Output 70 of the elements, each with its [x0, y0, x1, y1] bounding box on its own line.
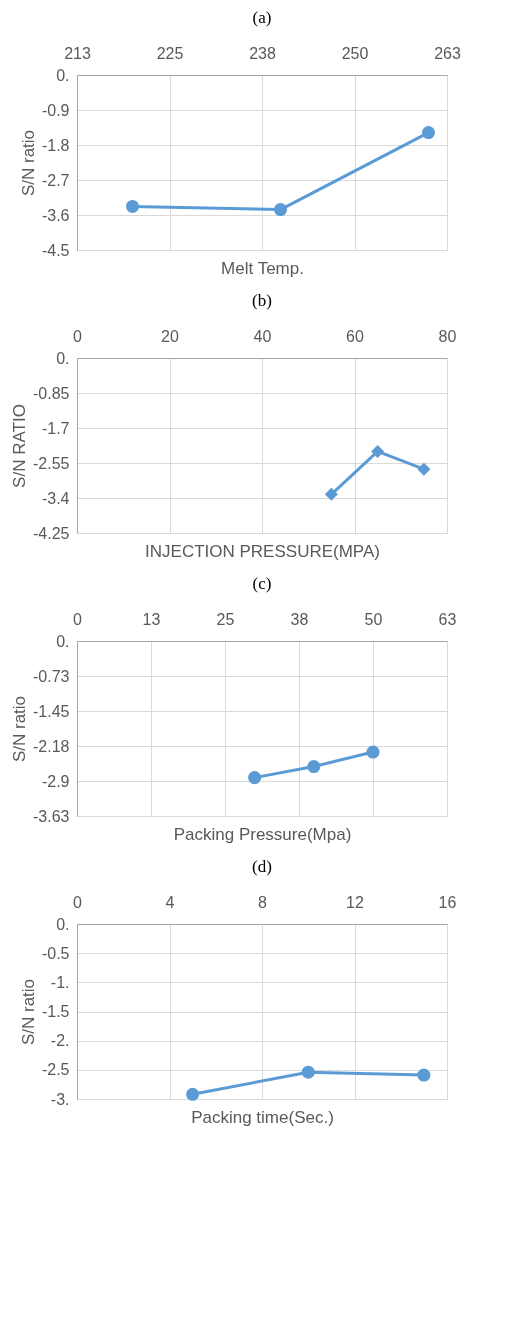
y-tick-label: -1.8	[41, 136, 70, 154]
x-axis-title: Packing time(Sec.)	[191, 1107, 334, 1127]
point	[371, 444, 385, 458]
y-tick-label: -3.6	[41, 206, 70, 224]
x-axis-title: Melt Temp.	[221, 258, 304, 278]
y-axis-title: S/N ratio	[18, 978, 38, 1046]
chart-title: (a)	[252, 8, 272, 27]
point	[417, 462, 431, 476]
y-tick-label: -3.	[50, 1090, 70, 1108]
y-tick-label: -0.85	[33, 384, 70, 402]
x-tick-label: 60	[346, 327, 364, 345]
y-tick-label: -2.5	[41, 1061, 70, 1079]
chart-title: (b)	[252, 291, 272, 310]
x-tick-label: 40	[253, 327, 272, 345]
y-tick-label: -1.7	[41, 419, 70, 437]
point	[248, 771, 262, 785]
x-tick-label: 50	[364, 610, 383, 628]
x-tick-label: 25	[216, 610, 235, 628]
x-tick-label: 0	[73, 327, 83, 345]
x-tick-label: 38	[290, 610, 309, 628]
x-tick-label: 263	[434, 44, 461, 62]
x-tick-label: 16	[438, 893, 457, 911]
y-tick-label: -0.9	[41, 101, 70, 119]
x-tick-label: 63	[438, 610, 457, 628]
y-tick-label: -1.5	[41, 1003, 70, 1020]
x-tick-label: 80	[438, 327, 457, 345]
point	[417, 1068, 431, 1082]
x-tick-label: 8	[258, 893, 268, 911]
y-tick-label: 0.	[56, 632, 70, 650]
chart-title: (d)	[252, 857, 272, 876]
y-axis-title: S/N ratio	[10, 695, 30, 763]
point	[301, 1065, 315, 1079]
x-tick-label: 12	[346, 893, 364, 911]
y-tick-label: -4.5	[41, 241, 70, 259]
y-tick-label: -0.73	[33, 667, 70, 685]
point	[324, 487, 338, 501]
y-tick-label: -3.4	[41, 489, 70, 507]
y-tick-label: -4.25	[33, 524, 70, 542]
y-tick-label: -0.5	[41, 944, 70, 962]
point	[273, 203, 288, 217]
x-tick-label: 238	[249, 44, 276, 62]
x-axis-title: INJECTION PRESSURE(MPA)	[145, 541, 380, 561]
x-tick-label: 0	[73, 893, 83, 911]
y-tick-label: -1.45	[33, 702, 70, 720]
y-tick-label: -2.9	[41, 772, 70, 790]
x-tick-label: 20	[161, 327, 179, 345]
y-tick-label: -3.63	[33, 807, 70, 825]
point	[366, 745, 380, 759]
x-axis-title: Packing Pressure(Mpa)	[173, 824, 352, 844]
y-tick-label: -2.55	[33, 454, 70, 472]
y-tick-label: -2.7	[41, 171, 70, 189]
point	[186, 1087, 200, 1101]
point	[125, 199, 140, 213]
x-tick-label: 4	[165, 893, 175, 911]
point	[421, 126, 436, 140]
point	[307, 760, 321, 774]
y-tick-label: 0.	[56, 915, 70, 933]
x-tick-label: 13	[142, 610, 161, 628]
y-tick-label: -2.	[50, 1032, 70, 1050]
x-tick-label: 250	[341, 44, 369, 62]
y-tick-label: -1.	[50, 973, 70, 991]
y-tick-label: 0.	[56, 349, 70, 367]
y-axis-title: S/N RATIO	[10, 404, 30, 488]
y-axis-title: S/N ratio	[18, 129, 38, 197]
y-tick-label: 0.	[56, 66, 70, 84]
x-tick-label: 213	[64, 44, 91, 62]
x-tick-label: 0	[73, 610, 83, 628]
y-tick-label: -2.18	[33, 737, 70, 755]
chart-title: (c)	[252, 574, 272, 593]
x-tick-label: 225	[156, 44, 184, 62]
